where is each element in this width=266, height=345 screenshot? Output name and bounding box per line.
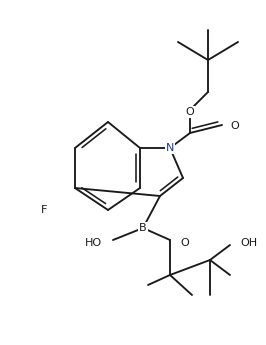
Text: OH: OH <box>240 238 257 248</box>
Text: HO: HO <box>85 238 102 248</box>
Text: N: N <box>166 143 174 153</box>
Text: O: O <box>180 238 189 248</box>
Text: B: B <box>139 223 147 233</box>
Text: F: F <box>41 205 47 215</box>
Text: O: O <box>186 107 194 117</box>
Text: O: O <box>230 121 239 131</box>
